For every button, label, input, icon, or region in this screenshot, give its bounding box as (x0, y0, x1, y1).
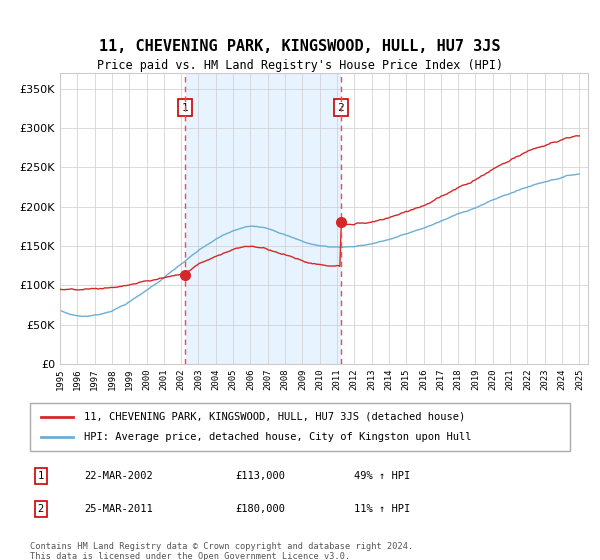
Text: £113,000: £113,000 (235, 471, 285, 481)
Text: 1: 1 (182, 102, 188, 113)
FancyBboxPatch shape (30, 403, 570, 451)
Text: 25-MAR-2011: 25-MAR-2011 (84, 504, 153, 514)
Text: HPI: Average price, detached house, City of Kingston upon Hull: HPI: Average price, detached house, City… (84, 432, 472, 442)
Text: 2: 2 (38, 504, 44, 514)
Text: Price paid vs. HM Land Registry's House Price Index (HPI): Price paid vs. HM Land Registry's House … (97, 59, 503, 72)
Text: 11% ↑ HPI: 11% ↑ HPI (354, 504, 410, 514)
Text: 49% ↑ HPI: 49% ↑ HPI (354, 471, 410, 481)
Text: £180,000: £180,000 (235, 504, 285, 514)
Text: 1: 1 (38, 471, 44, 481)
Text: 11, CHEVENING PARK, KINGSWOOD, HULL, HU7 3JS (detached house): 11, CHEVENING PARK, KINGSWOOD, HULL, HU7… (84, 412, 465, 422)
Text: 11, CHEVENING PARK, KINGSWOOD, HULL, HU7 3JS: 11, CHEVENING PARK, KINGSWOOD, HULL, HU7… (99, 39, 501, 54)
Text: 22-MAR-2002: 22-MAR-2002 (84, 471, 153, 481)
Text: Contains HM Land Registry data © Crown copyright and database right 2024.
This d: Contains HM Land Registry data © Crown c… (30, 542, 413, 560)
Text: 2: 2 (337, 102, 344, 113)
